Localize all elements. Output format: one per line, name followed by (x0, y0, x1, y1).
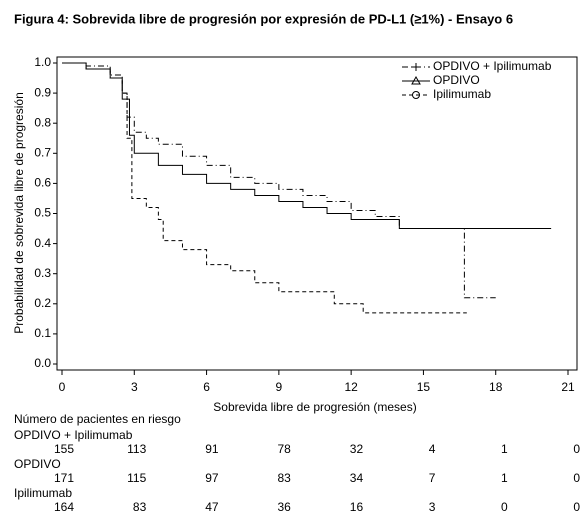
y-tick-label: 0.8 (34, 115, 51, 129)
legend-marker (412, 91, 420, 99)
x-tick-label: 6 (203, 380, 210, 394)
legend-marker (412, 63, 420, 71)
at-risk-count: 83 (133, 500, 147, 514)
at-risk-row-name: Ipilimumab (14, 486, 72, 500)
at-risk-count: 32 (350, 442, 364, 456)
x-tick-label: 3 (131, 380, 138, 394)
y-tick-label: 0.0 (34, 356, 51, 370)
at-risk-count: 115 (127, 471, 146, 485)
x-tick-label: 9 (276, 380, 283, 394)
at-risk-count: 36 (277, 500, 291, 514)
y-axis-label: Probabilidad de sobrevida libre de progr… (12, 92, 26, 334)
at-risk-count: 113 (127, 442, 146, 456)
x-tick-label: 12 (344, 380, 358, 394)
at-risk-count: 4 (429, 442, 436, 456)
y-tick-label: 0.2 (34, 296, 51, 310)
at-risk-title: Número de pacientes en riesgo (14, 412, 181, 426)
at-risk-count: 34 (350, 471, 364, 485)
at-risk-count: 78 (277, 442, 291, 456)
at-risk-count: 83 (277, 471, 291, 485)
legend-label: OPDIVO (433, 73, 480, 87)
at-risk-count: 0 (573, 442, 580, 456)
at-risk-count: 97 (205, 471, 219, 485)
at-risk-count: 0 (501, 500, 508, 514)
y-tick-label: 0.3 (34, 266, 51, 280)
chart-title: Figura 4: Sobrevida libre de progresión … (14, 11, 513, 26)
at-risk-count: 3 (429, 500, 436, 514)
x-axis-label: Sobrevida libre de progresión (meses) (213, 400, 416, 414)
at-risk-count: 1 (501, 471, 508, 485)
legend-label: OPDIVO + Ipilimumab (433, 59, 552, 73)
plot-frame (56, 56, 578, 371)
x-tick-label: 21 (561, 380, 575, 394)
at-risk-count: 0 (573, 471, 580, 485)
x-tick-label: 0 (59, 380, 66, 394)
legend-marker (411, 75, 421, 85)
at-risk-count: 16 (350, 500, 364, 514)
at-risk-count: 7 (429, 471, 436, 485)
at-risk-count: 91 (205, 442, 219, 456)
at-risk-row-name: OPDIVO (14, 457, 61, 471)
y-tick-label: 0.9 (34, 85, 51, 99)
y-tick-label: 1.0 (34, 55, 51, 69)
at-risk-count: 1 (501, 442, 508, 456)
y-tick-label: 0.5 (34, 206, 51, 220)
at-risk-count: 0 (573, 500, 580, 514)
at-risk-count: 155 (54, 442, 74, 456)
x-tick-label: 15 (417, 380, 431, 394)
y-tick-label: 0.1 (34, 326, 51, 340)
survival-curve (62, 62, 467, 314)
y-tick-label: 0.4 (34, 236, 51, 250)
at-risk-count: 47 (205, 500, 219, 514)
at-risk-count: 171 (54, 471, 74, 485)
y-tick-label: 0.6 (34, 176, 51, 190)
legend-label: Ipilimumab (433, 87, 491, 101)
y-tick-label: 0.7 (34, 145, 51, 159)
x-tick-label: 18 (489, 380, 503, 394)
at-risk-row-name: OPDIVO + Ipilimumab (14, 428, 133, 442)
at-risk-count: 164 (54, 500, 74, 514)
